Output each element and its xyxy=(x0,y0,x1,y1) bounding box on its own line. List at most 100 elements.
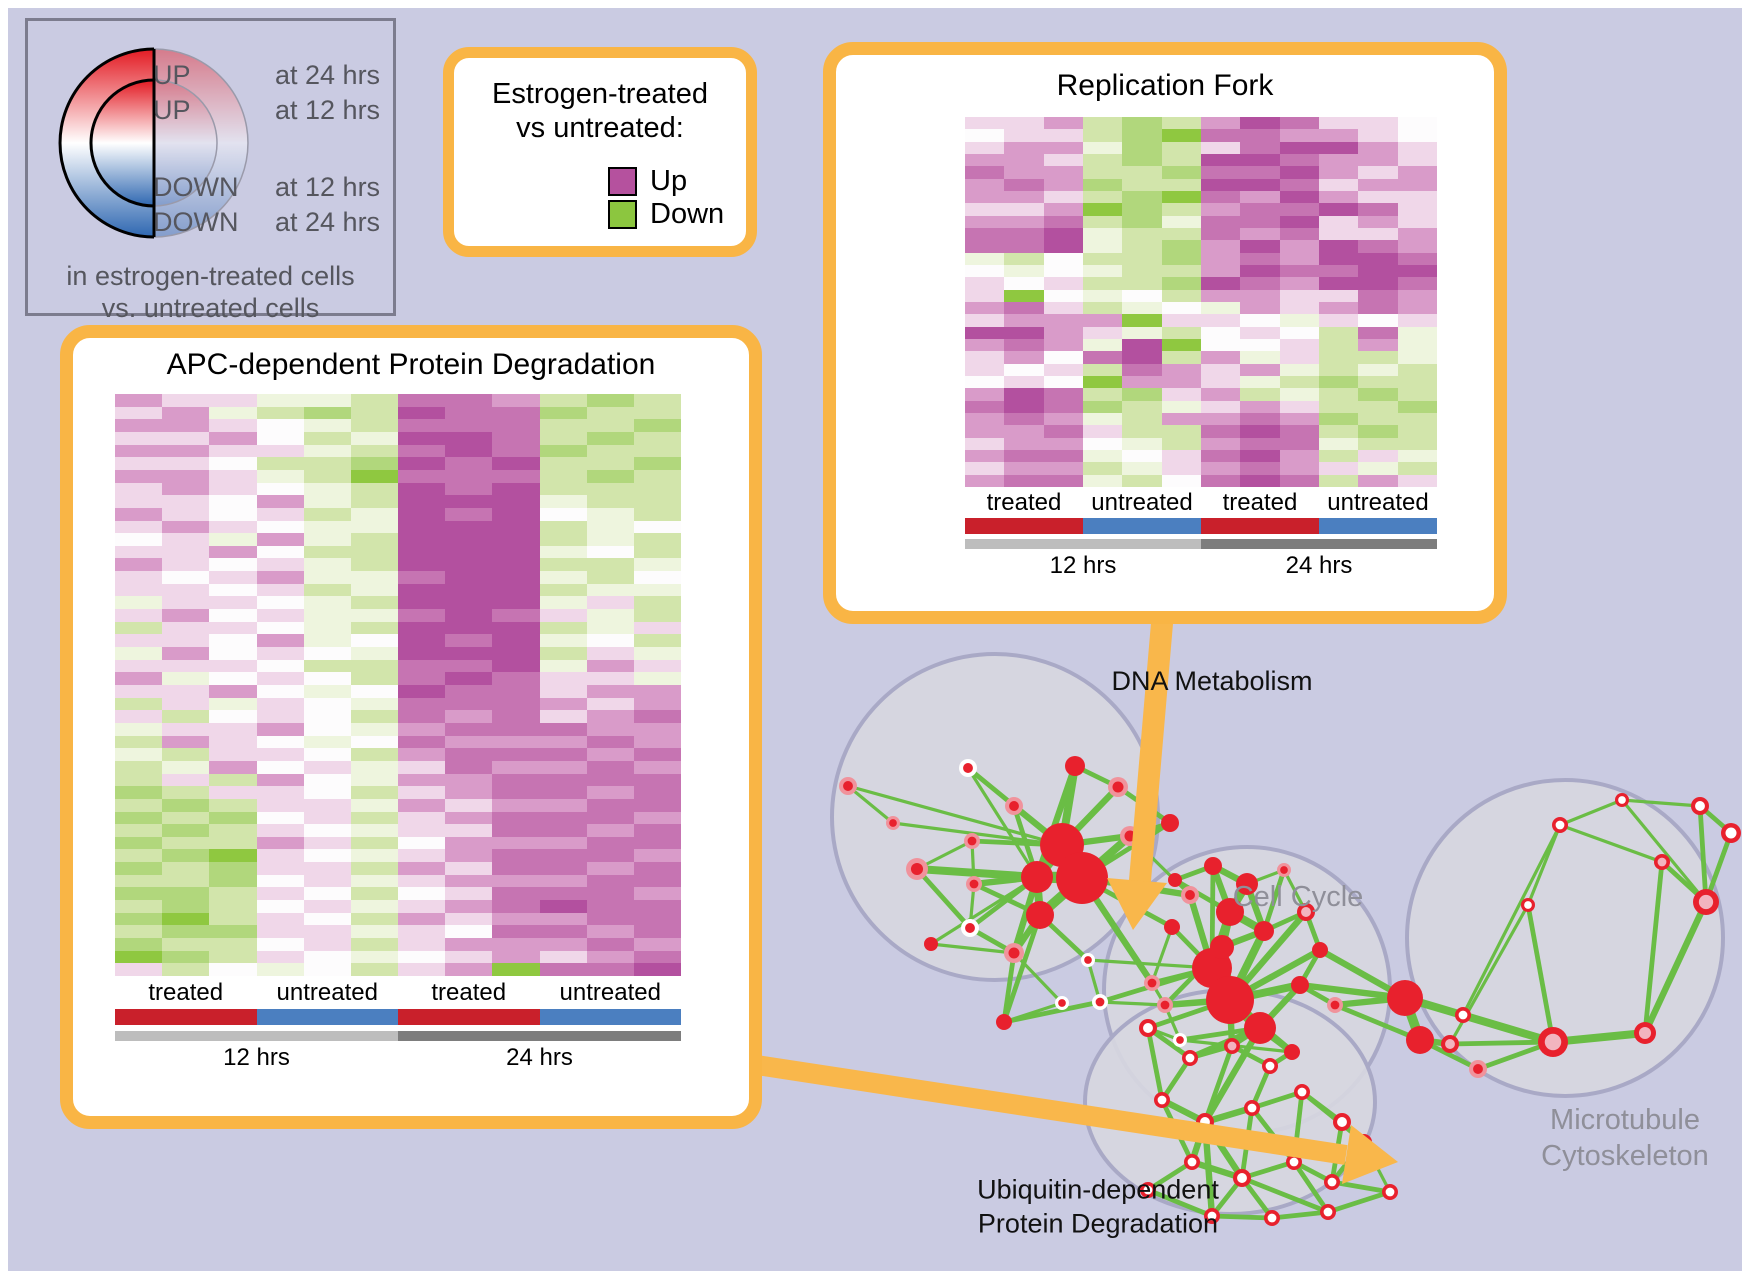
heatmap-cell xyxy=(209,469,257,483)
heatmap-cell xyxy=(586,849,634,863)
heatmap-cell xyxy=(350,457,398,470)
heatmap-cell xyxy=(492,469,540,483)
heatmap-cell xyxy=(115,849,163,863)
heatmap-cell xyxy=(445,938,493,951)
heatmap-cell xyxy=(115,533,163,546)
heatmap-cell xyxy=(350,735,398,749)
heatmap-cell xyxy=(539,558,587,572)
heatmap-cell xyxy=(633,862,681,875)
heatmap-cell xyxy=(1161,437,1201,450)
heatmap-cell xyxy=(1161,227,1201,241)
heatmap-cell xyxy=(1318,412,1359,426)
heatmap-cell xyxy=(965,412,1005,426)
heatmap-cell xyxy=(350,862,398,875)
heatmap-cell xyxy=(115,571,163,584)
heatmap-cell xyxy=(1397,277,1437,290)
heatmap-cell xyxy=(162,685,210,698)
heatmap-cell xyxy=(209,495,257,508)
heatmap-cell xyxy=(209,672,257,685)
heatmap-cell xyxy=(586,950,634,964)
heatmap-cell xyxy=(586,419,634,432)
heatmap-cell xyxy=(492,786,540,799)
heatmap-cell xyxy=(350,887,398,901)
heatmap-cell xyxy=(492,735,540,749)
network-edge xyxy=(847,784,1063,847)
heatmap-cell xyxy=(586,457,634,470)
heatmap-cell xyxy=(350,685,398,698)
heatmap-cell xyxy=(162,558,210,572)
network-node xyxy=(1168,873,1182,887)
network-node-core xyxy=(1337,1117,1347,1127)
heatmap-cell xyxy=(1279,338,1319,352)
heatmap-cell xyxy=(586,685,634,698)
heatmap-cell xyxy=(162,621,210,635)
network-edge xyxy=(1087,958,1213,970)
heatmap-cell xyxy=(539,874,587,888)
heatmap-cell xyxy=(633,533,681,546)
network-edge xyxy=(1327,1189,1391,1215)
heatmap-cell xyxy=(1318,375,1359,389)
heatmap-cell xyxy=(586,836,634,850)
heatmap-cell xyxy=(586,938,634,951)
heatmap-cell xyxy=(350,571,398,584)
panel-title: APC-dependent Protein Degradation xyxy=(166,348,656,381)
heatmap-cell xyxy=(539,634,587,648)
heatmap-cell xyxy=(256,938,304,951)
network-node xyxy=(1284,1044,1300,1060)
heatmap-cell xyxy=(1161,363,1201,376)
heatmap-cell xyxy=(1397,425,1437,438)
heatmap-cell xyxy=(586,520,634,534)
heatmap-cell xyxy=(586,431,634,445)
inner-ring-fade xyxy=(154,80,217,206)
network-edge xyxy=(1003,999,1101,1025)
heatmap-cell xyxy=(539,938,587,951)
heatmap-cell xyxy=(1200,462,1241,475)
heatmap-cell xyxy=(1082,166,1123,179)
heatmap-cell xyxy=(350,583,398,597)
network-node xyxy=(1387,980,1423,1016)
heatmap-cell xyxy=(1200,203,1241,216)
heatmap-cell xyxy=(350,469,398,483)
heatmap-cell xyxy=(633,431,681,445)
heatmap-cell xyxy=(1161,166,1201,179)
heatmap-cell xyxy=(492,394,540,407)
network-node-core xyxy=(1237,1173,1247,1183)
group-bar xyxy=(256,1009,398,1025)
heatmap-cell xyxy=(209,406,257,420)
heatmap-cell xyxy=(965,190,1005,204)
heatmap-cell xyxy=(633,457,681,470)
heatmap-cell xyxy=(1043,117,1083,130)
heatmap-cell xyxy=(303,634,351,648)
heatmap-cell xyxy=(633,659,681,673)
heatmap-cell xyxy=(115,495,163,508)
heatmap-cell xyxy=(1318,363,1359,376)
heatmap-cell xyxy=(209,659,257,673)
heatmap-cell xyxy=(539,457,587,470)
network-edge xyxy=(1251,1089,1303,1111)
heatmap-cell xyxy=(445,659,493,673)
heatmap-cell xyxy=(965,215,1005,228)
heatmap-cell xyxy=(1358,449,1398,463)
heatmap-cell xyxy=(398,444,446,458)
heatmap-cell xyxy=(1082,400,1123,413)
heatmap-cell xyxy=(492,760,540,774)
heatmap-cell xyxy=(1240,264,1280,278)
network-node-core xyxy=(1698,894,1714,910)
heatmap-cell xyxy=(398,609,446,622)
heatmap-cell xyxy=(209,482,257,496)
heatmap-cell xyxy=(492,495,540,508)
heatmap-cell xyxy=(398,406,446,420)
heatmap-cell xyxy=(539,773,587,787)
heatmap-cell xyxy=(1082,326,1123,339)
heatmap-cell xyxy=(398,887,446,901)
heatmap-cell xyxy=(492,545,540,559)
heatmap-cell xyxy=(303,874,351,888)
network-node-core xyxy=(1147,978,1157,988)
heatmap-cell xyxy=(1397,240,1437,253)
heatmap-cell xyxy=(633,469,681,483)
heatmap-cell xyxy=(1004,264,1044,278)
heatmap-cell xyxy=(492,583,540,597)
heatmap-cell xyxy=(492,634,540,648)
legend-row-down24: DOWN at 24 hrs xyxy=(28,207,393,237)
heatmap-cell xyxy=(1161,314,1201,327)
